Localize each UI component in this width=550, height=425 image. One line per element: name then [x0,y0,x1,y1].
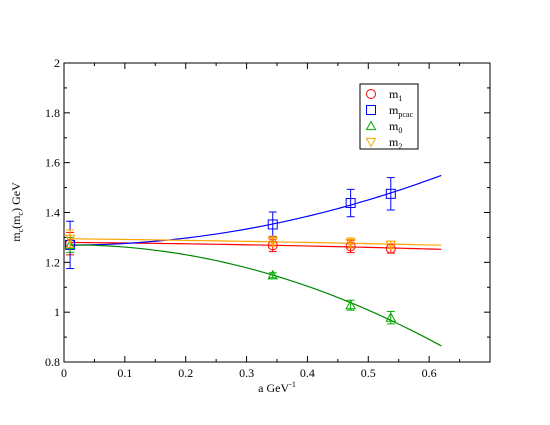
fit-curve-3 [70,238,442,246]
x-tick-label: 0.3 [239,366,254,380]
point-1-2 [345,188,356,218]
fit-curve-1 [70,174,442,246]
axis-ticks: 0 0.1 0.2 0.3 0.4 0.5 0.6 0.8 1 1.2 1.4 1.6 1.8 2 [45,56,490,380]
y-axis-title: mc(mc) GeV [9,182,25,242]
point-2-1 [267,269,279,280]
data-marker [267,269,279,280]
data-marker [64,239,76,249]
point-3-3 [385,240,397,251]
x-tick-label: 0.5 [361,366,376,380]
x-tick-label: 0.1 [117,366,132,380]
legend-marker-3 [365,137,377,148]
point-2-2 [345,299,356,311]
data-marker [385,312,397,322]
x-axis-title: a GeV-1 [258,380,296,395]
data-marker [345,198,356,209]
point-3-0 [64,229,76,248]
y-tick-label: 1.2 [45,255,60,269]
point-1-3 [385,177,396,211]
data-marker [64,234,76,245]
legend-marker-0 [366,89,376,99]
point-3-1 [267,235,279,247]
y-tick-label: 1.6 [45,156,60,170]
y-tick-label: 0.8 [45,355,60,369]
fit-curves [70,174,442,347]
data-marker [385,188,396,199]
x-tick-label: 0.4 [300,366,315,380]
data-marker [385,240,397,251]
plot-frame [63,62,491,363]
data-points [64,177,397,325]
y-tick-label: 1.4 [45,206,60,220]
x-tick-label: 0.6 [422,366,437,380]
data-marker [345,238,356,249]
legend-label-2: m0 [389,119,402,135]
legend-label-3: m2 [389,135,402,151]
legend-label-1: mpcac [389,103,413,119]
legend-marker-1 [366,105,376,115]
data-marker [345,299,356,310]
data-marker [267,237,279,247]
y-tick-label: 2 [54,56,60,70]
data-marker [267,219,278,230]
x-tick-label: 0 [61,366,67,380]
fit-curve-2 [70,244,442,347]
point-3-2 [345,237,356,249]
y-tick-label: 1.8 [45,106,60,120]
legend-marker-2 [365,120,377,131]
point-2-3 [385,310,397,325]
y-tick-label: 1 [54,305,60,319]
legend-label-0: m1 [389,87,402,103]
x-tick-label: 0.2 [178,366,193,380]
